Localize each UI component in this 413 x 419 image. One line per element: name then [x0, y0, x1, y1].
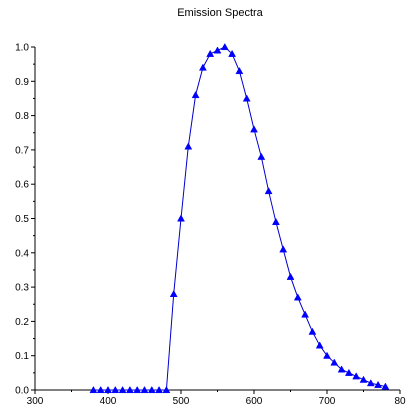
y-tick-label: 0.6 [15, 180, 29, 191]
y-tick-label: 0.4 [15, 248, 29, 259]
data-point-marker [323, 351, 331, 359]
data-point-marker [198, 63, 207, 71]
y-tick-label: 0.2 [15, 317, 29, 328]
chart-title: Emission Spectra [177, 7, 263, 19]
data-point-marker [250, 125, 258, 133]
data-point-marker [279, 245, 288, 253]
data-point-marker [359, 375, 368, 383]
data-point-marker [374, 380, 383, 388]
x-tick-label: 400 [100, 396, 117, 407]
data-point-marker [111, 385, 120, 394]
data-point-marker [169, 289, 178, 298]
data-point-marker [104, 385, 112, 394]
data-point-marker [118, 385, 127, 394]
y-tick-label: 0.9 [15, 77, 29, 88]
x-tick-label: 600 [246, 396, 263, 407]
data-point-marker [264, 187, 273, 195]
y-tick-label: 0.5 [15, 214, 29, 225]
data-point-marker [366, 379, 375, 387]
data-point-marker [293, 293, 302, 301]
data-point-marker [286, 272, 295, 280]
y-tick-label: 1.0 [15, 43, 29, 54]
data-point-marker [381, 382, 390, 390]
data-point-marker [337, 365, 346, 373]
y-tick-label: 0.0 [15, 386, 29, 397]
data-point-marker [242, 94, 251, 102]
y-tick-label: 0.1 [15, 351, 29, 362]
series-line [93, 46, 386, 391]
series-layer [89, 42, 390, 394]
data-point-marker [257, 152, 266, 160]
data-point-marker [147, 385, 156, 394]
data-point-marker [191, 91, 200, 99]
data-point-marker [330, 358, 339, 366]
data-point-marker [162, 385, 171, 394]
x-tick-label: 500 [173, 396, 190, 407]
data-point-marker [155, 385, 164, 394]
data-point-marker [301, 310, 310, 318]
data-point-marker [206, 49, 215, 57]
data-point-marker [125, 385, 134, 394]
data-point-marker [213, 46, 222, 54]
data-point-marker [89, 385, 98, 394]
data-point-marker [271, 217, 280, 225]
x-tick-label: 80 [394, 396, 406, 407]
data-point-marker [352, 372, 361, 380]
data-point-marker [140, 385, 149, 394]
data-point-marker [308, 327, 317, 335]
y-tick-label: 0.8 [15, 111, 29, 122]
x-tick-label: 300 [27, 396, 44, 407]
data-point-marker [220, 42, 229, 51]
y-tick-label: 0.7 [15, 145, 29, 156]
data-point-marker [315, 341, 324, 349]
axes: 0.0 0.1 0.2 0.3 0.4 0.5 0.6 0.7 0.8 0.9 1.0 300 400 5… [15, 43, 406, 408]
data-point-marker [344, 368, 353, 376]
y-tick-label: 0.3 [15, 283, 29, 294]
data-point-marker [177, 214, 185, 222]
data-point-marker [235, 66, 244, 75]
data-point-marker [133, 385, 142, 394]
x-tick-label: 700 [319, 396, 336, 407]
data-point-marker [228, 49, 237, 57]
data-point-marker [184, 142, 193, 150]
data-point-marker [96, 385, 105, 394]
